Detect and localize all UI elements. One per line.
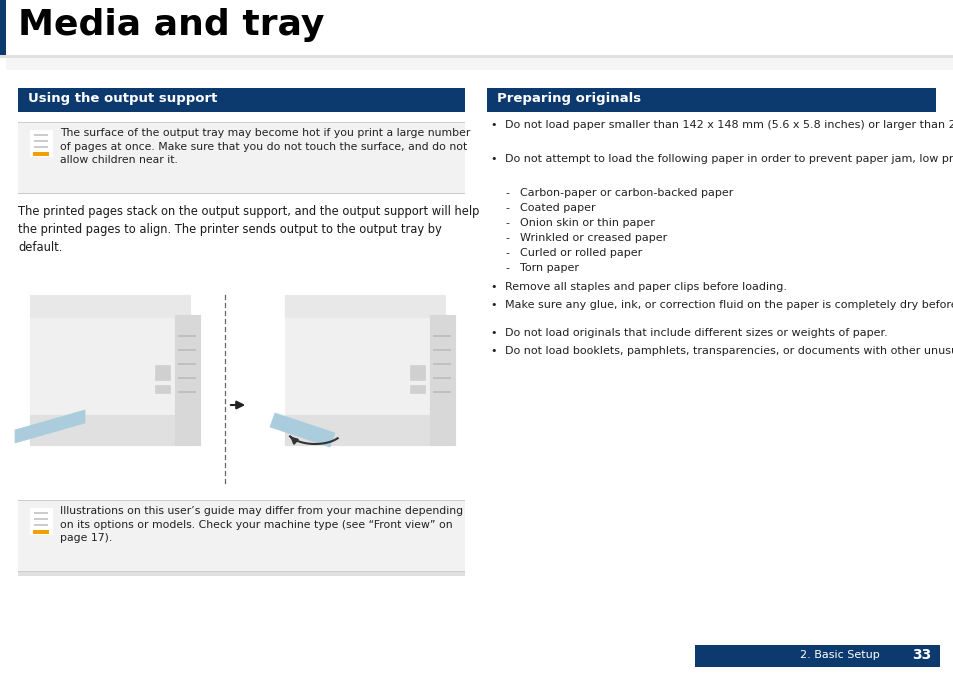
Bar bbox=[6, 55, 953, 70]
Bar bbox=[178, 335, 195, 337]
Bar bbox=[30, 508, 52, 534]
Bar bbox=[433, 349, 451, 351]
Text: Preparing originals: Preparing originals bbox=[497, 92, 640, 105]
Bar bbox=[433, 335, 451, 337]
Text: -: - bbox=[504, 248, 509, 258]
Bar bbox=[154, 365, 170, 380]
Text: •: • bbox=[490, 120, 496, 130]
Text: Illustrations on this user’s guide may differ from your machine depending
on its: Illustrations on this user’s guide may d… bbox=[60, 506, 462, 543]
Bar bbox=[178, 391, 195, 393]
Text: Torn paper: Torn paper bbox=[519, 263, 578, 273]
Bar bbox=[178, 349, 195, 351]
Bar bbox=[33, 530, 49, 534]
Text: Using the output support: Using the output support bbox=[28, 92, 217, 105]
Text: Do not load paper smaller than 142 x 148 mm (5.6 x 5.8 inches) or larger than 21: Do not load paper smaller than 142 x 148… bbox=[504, 120, 953, 130]
Bar bbox=[34, 146, 48, 148]
Bar bbox=[285, 295, 444, 317]
Polygon shape bbox=[270, 413, 335, 447]
Text: The surface of the output tray may become hot if you print a large number
of pag: The surface of the output tray may becom… bbox=[60, 128, 470, 165]
Bar bbox=[285, 415, 444, 445]
Bar bbox=[34, 512, 48, 514]
Text: The printed pages stack on the output support, and the output support will help
: The printed pages stack on the output su… bbox=[18, 205, 478, 254]
Bar bbox=[433, 391, 451, 393]
Bar bbox=[18, 123, 464, 193]
Polygon shape bbox=[15, 410, 85, 443]
Bar bbox=[433, 363, 451, 365]
Bar bbox=[34, 134, 48, 136]
Bar bbox=[30, 295, 190, 317]
Bar bbox=[18, 193, 464, 194]
Text: Do not load booklets, pamphlets, transparencies, or documents with other unusual: Do not load booklets, pamphlets, transpa… bbox=[504, 346, 953, 356]
Text: -: - bbox=[504, 233, 509, 243]
Bar bbox=[285, 315, 444, 445]
Bar bbox=[18, 500, 464, 501]
Text: •: • bbox=[490, 282, 496, 292]
Bar bbox=[34, 140, 48, 142]
Bar bbox=[18, 571, 464, 572]
Text: Carbon-paper or carbon-backed paper: Carbon-paper or carbon-backed paper bbox=[519, 188, 733, 198]
Text: -: - bbox=[504, 218, 509, 228]
Bar bbox=[33, 152, 49, 156]
Bar bbox=[430, 315, 455, 445]
Bar bbox=[410, 365, 424, 380]
Bar bbox=[433, 377, 451, 379]
Bar bbox=[18, 88, 464, 112]
Bar bbox=[30, 315, 190, 445]
Bar bbox=[0, 0, 6, 55]
Bar bbox=[18, 572, 464, 576]
Text: Curled or rolled paper: Curled or rolled paper bbox=[519, 248, 641, 258]
Text: •: • bbox=[490, 300, 496, 310]
Text: 2. Basic Setup: 2. Basic Setup bbox=[800, 650, 879, 660]
Bar bbox=[30, 130, 52, 156]
Text: Do not attempt to load the following paper in order to prevent paper jam, low pr: Do not attempt to load the following pap… bbox=[504, 154, 953, 164]
Bar bbox=[18, 122, 464, 123]
Bar bbox=[904, 645, 939, 667]
Bar bbox=[30, 415, 190, 445]
Bar bbox=[154, 385, 170, 393]
Bar bbox=[178, 377, 195, 379]
Bar bbox=[410, 385, 424, 393]
Text: Make sure any glue, ink, or correction fluid on the paper is completely dry befo: Make sure any glue, ink, or correction f… bbox=[504, 300, 953, 310]
Text: 33: 33 bbox=[911, 648, 931, 662]
Text: -: - bbox=[504, 203, 509, 213]
Text: •: • bbox=[490, 328, 496, 338]
Text: Coated paper: Coated paper bbox=[519, 203, 595, 213]
Bar bbox=[18, 501, 464, 571]
Text: Wrinkled or creased paper: Wrinkled or creased paper bbox=[519, 233, 666, 243]
Text: Do not load originals that include different sizes or weights of paper.: Do not load originals that include diffe… bbox=[504, 328, 887, 338]
Text: •: • bbox=[490, 154, 496, 164]
Text: Remove all staples and paper clips before loading.: Remove all staples and paper clips befor… bbox=[504, 282, 786, 292]
Text: -: - bbox=[504, 263, 509, 273]
Bar bbox=[0, 55, 953, 58]
Bar bbox=[174, 315, 200, 445]
Bar bbox=[695, 645, 939, 667]
Bar bbox=[34, 524, 48, 526]
Text: Onion skin or thin paper: Onion skin or thin paper bbox=[519, 218, 654, 228]
Bar bbox=[486, 88, 935, 112]
Text: Media and tray: Media and tray bbox=[18, 8, 324, 42]
Bar bbox=[178, 363, 195, 365]
Bar bbox=[34, 518, 48, 520]
Text: -: - bbox=[504, 188, 509, 198]
Text: •: • bbox=[490, 346, 496, 356]
